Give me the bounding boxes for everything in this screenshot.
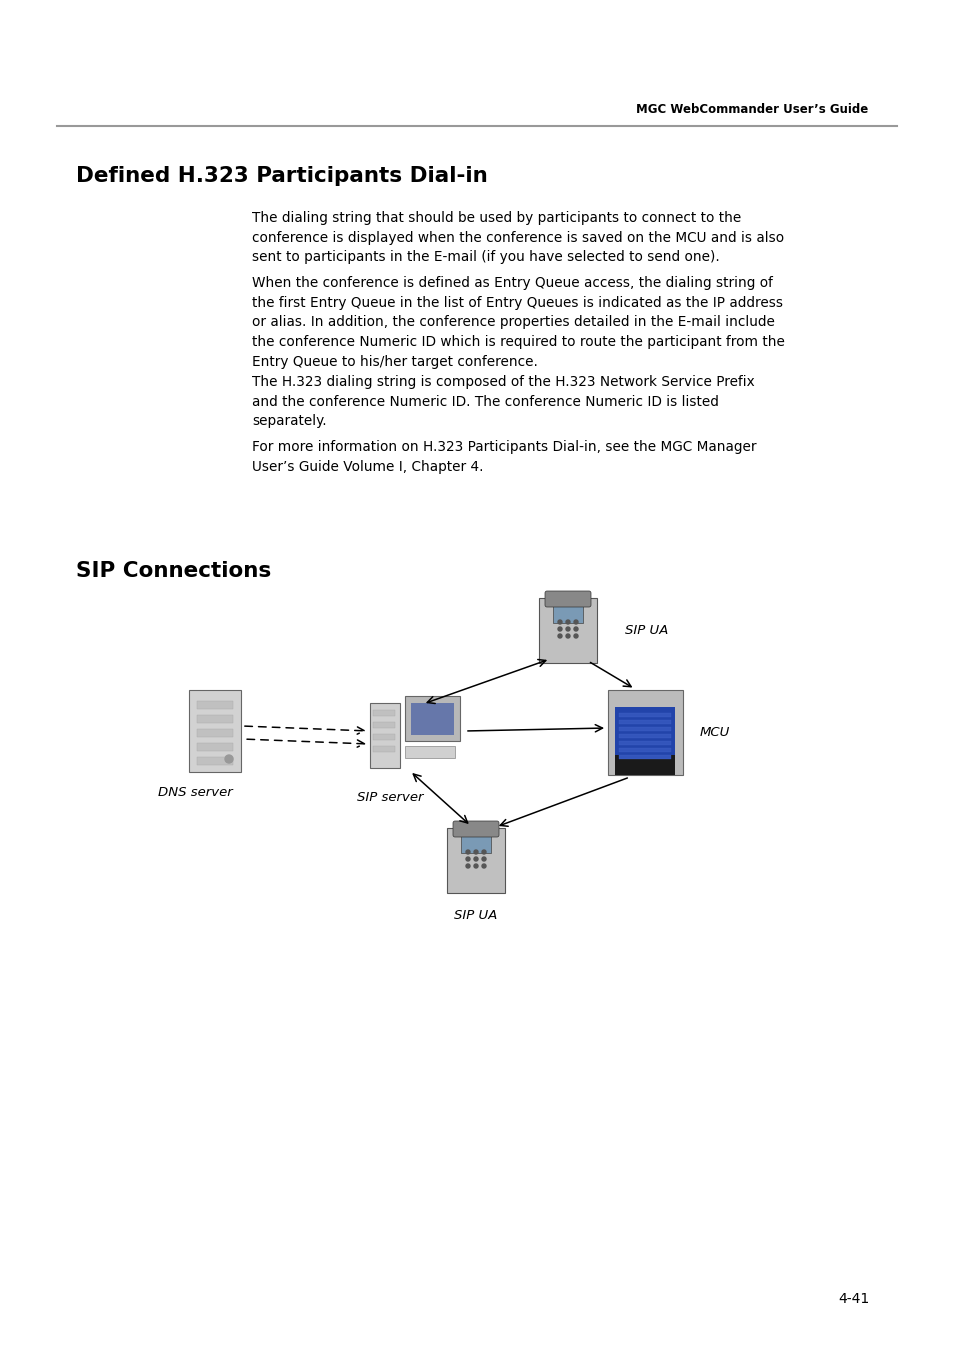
Text: MCU: MCU [700,727,730,739]
Circle shape [465,857,470,861]
FancyBboxPatch shape [544,590,590,607]
Circle shape [558,634,561,638]
Text: DNS server: DNS server [157,786,233,798]
FancyBboxPatch shape [453,821,498,838]
Text: SIP server: SIP server [356,790,423,804]
FancyBboxPatch shape [538,598,597,663]
Circle shape [481,865,485,867]
FancyBboxPatch shape [618,740,670,744]
Circle shape [465,865,470,867]
FancyBboxPatch shape [370,703,399,767]
Circle shape [474,857,477,861]
FancyBboxPatch shape [373,746,395,753]
Circle shape [225,755,233,763]
FancyBboxPatch shape [618,755,670,759]
Circle shape [481,857,485,861]
FancyBboxPatch shape [607,690,682,775]
Text: 4-41: 4-41 [838,1292,869,1306]
FancyBboxPatch shape [196,757,233,765]
Circle shape [465,850,470,854]
Text: For more information on H.323 Participants Dial-in, see the MGC Manager
User’s G: For more information on H.323 Participan… [252,440,756,474]
FancyBboxPatch shape [460,835,491,852]
FancyBboxPatch shape [618,748,670,753]
Text: SIP UA: SIP UA [624,624,668,638]
FancyBboxPatch shape [373,711,395,716]
Circle shape [558,620,561,624]
FancyBboxPatch shape [405,696,459,740]
Text: SIP UA: SIP UA [454,909,497,921]
Text: The dialing string that should be used by participants to connect to the
confere: The dialing string that should be used b… [252,211,783,265]
Circle shape [558,627,561,631]
FancyBboxPatch shape [196,743,233,751]
Text: When the conference is defined as Entry Queue access, the dialing string of
the : When the conference is defined as Entry … [252,276,784,369]
Circle shape [574,634,578,638]
FancyBboxPatch shape [405,746,455,758]
Circle shape [474,865,477,867]
FancyBboxPatch shape [618,713,670,717]
FancyBboxPatch shape [373,721,395,728]
FancyBboxPatch shape [618,720,670,724]
Circle shape [574,620,578,624]
Text: SIP Connections: SIP Connections [76,561,272,581]
FancyBboxPatch shape [373,734,395,740]
FancyBboxPatch shape [618,734,670,738]
Circle shape [474,850,477,854]
FancyBboxPatch shape [447,828,504,893]
Circle shape [574,627,578,631]
FancyBboxPatch shape [618,727,670,731]
Circle shape [565,634,569,638]
Circle shape [565,620,569,624]
Circle shape [565,627,569,631]
Text: MGC WebCommander User’s Guide: MGC WebCommander User’s Guide [636,103,867,116]
FancyBboxPatch shape [196,730,233,738]
FancyBboxPatch shape [615,707,675,755]
FancyBboxPatch shape [196,701,233,709]
FancyBboxPatch shape [189,690,241,771]
Text: Defined H.323 Participants Dial-in: Defined H.323 Participants Dial-in [76,166,488,186]
FancyBboxPatch shape [196,715,233,723]
Circle shape [481,850,485,854]
FancyBboxPatch shape [553,605,582,623]
Text: The H.323 dialing string is composed of the H.323 Network Service Prefix
and the: The H.323 dialing string is composed of … [252,376,754,428]
FancyBboxPatch shape [615,755,675,775]
FancyBboxPatch shape [411,703,454,735]
